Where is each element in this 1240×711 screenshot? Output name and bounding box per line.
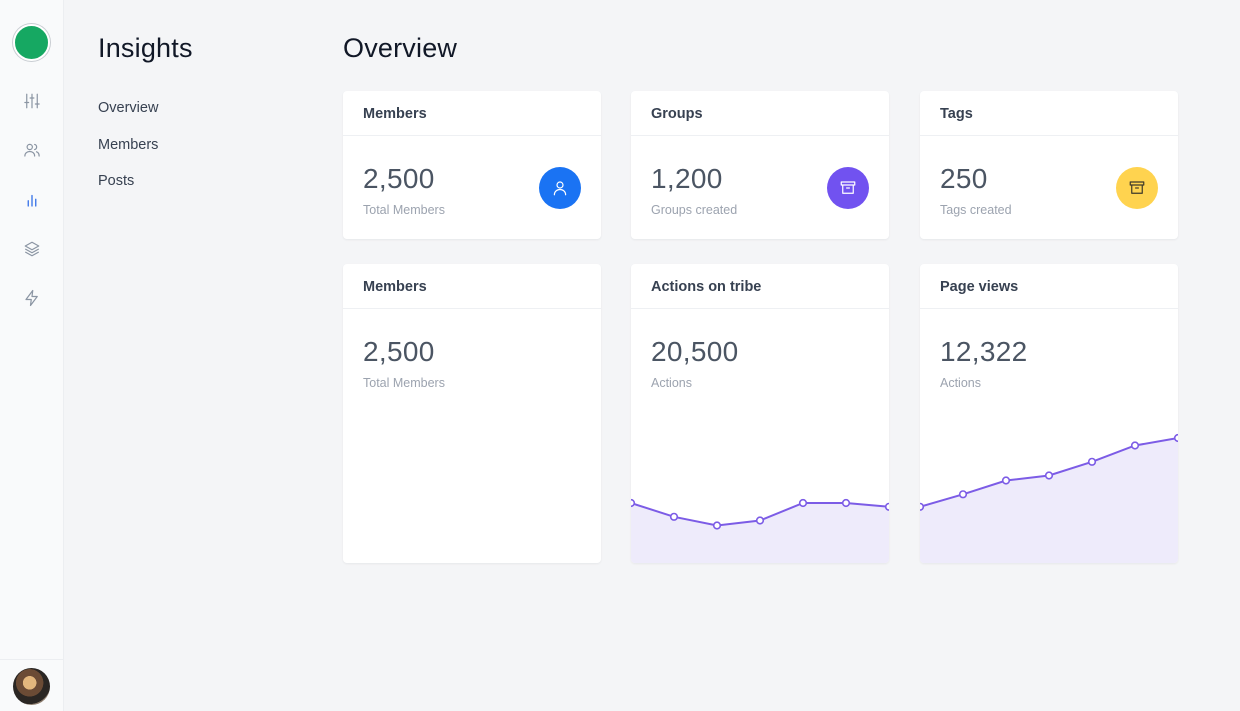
chart-point[interactable] — [755, 516, 765, 525]
lightning-icon[interactable] — [20, 286, 44, 310]
card-caption: Total Members — [363, 376, 445, 390]
layers-icon[interactable] — [20, 237, 44, 261]
card-value: 2,500 — [363, 163, 435, 194]
nav-item-overview[interactable]: Overview — [98, 100, 159, 116]
chart-point[interactable] — [958, 490, 968, 499]
nav-item-members[interactable]: Members — [98, 137, 159, 153]
card-value: 12,322 — [940, 336, 1028, 367]
sliders-icon[interactable] — [20, 89, 44, 113]
insights-nav: Insights Overview Members Posts — [98, 0, 298, 711]
chart-area — [631, 503, 889, 563]
card-value: 250 — [940, 163, 988, 194]
chart-point[interactable] — [1130, 441, 1140, 450]
chart-point[interactable] — [1173, 433, 1178, 443]
chart-area — [920, 438, 1178, 563]
nav-item-posts[interactable]: Posts — [98, 173, 135, 189]
tags-stat-card: Tags 250 Tags created — [920, 91, 1178, 239]
chart-point[interactable] — [669, 512, 679, 521]
chart-point[interactable] — [841, 498, 851, 508]
card-title: Members — [343, 91, 601, 136]
card-caption: Groups created — [651, 203, 738, 217]
members-stat-card: Members 2,500 Total Members — [343, 91, 601, 239]
page-title: Overview — [343, 33, 458, 63]
card-title: Tags — [920, 91, 1178, 136]
chart-point[interactable] — [1044, 471, 1054, 480]
actions-card: Actions on tribe 20,500 Actions — [631, 264, 889, 563]
card-caption: Tags created — [940, 203, 1012, 217]
bar-chart-icon[interactable] — [20, 188, 44, 212]
page-views-sparkline-chart — [920, 433, 1178, 563]
avatar[interactable] — [13, 668, 50, 705]
actions-sparkline-chart — [631, 498, 889, 563]
card-value: 2,500 — [363, 336, 435, 367]
members-card: Members 2,500 Total Members — [343, 264, 601, 563]
logo[interactable] — [13, 24, 50, 61]
chart-point[interactable] — [920, 502, 925, 511]
card-value: 20,500 — [651, 336, 739, 367]
users-icon[interactable] — [20, 138, 44, 162]
card-caption: Total Members — [363, 203, 445, 217]
page-views-card: Page views 12,322 Actions — [920, 264, 1178, 563]
card-title: Members — [343, 264, 601, 309]
chart-point[interactable] — [712, 521, 722, 530]
archive-icon — [827, 167, 869, 209]
card-title: Actions on tribe — [631, 264, 889, 309]
card-title: Page views — [920, 264, 1178, 309]
chart-point[interactable] — [884, 502, 889, 511]
chart-point[interactable] — [1087, 457, 1097, 466]
chart-point[interactable] — [1001, 476, 1011, 485]
archive-icon — [1116, 167, 1158, 209]
groups-stat-card: Groups 1,200 Groups created — [631, 91, 889, 239]
card-caption: Actions — [940, 376, 981, 390]
card-title: Groups — [631, 91, 889, 136]
card-value: 1,200 — [651, 163, 723, 194]
rail-footer — [0, 659, 64, 711]
icon-rail — [0, 0, 64, 711]
chart-point[interactable] — [798, 498, 808, 508]
section-title: Insights — [98, 33, 193, 63]
chart-point[interactable] — [631, 498, 636, 508]
card-caption: Actions — [651, 376, 692, 390]
user-icon — [539, 167, 581, 209]
